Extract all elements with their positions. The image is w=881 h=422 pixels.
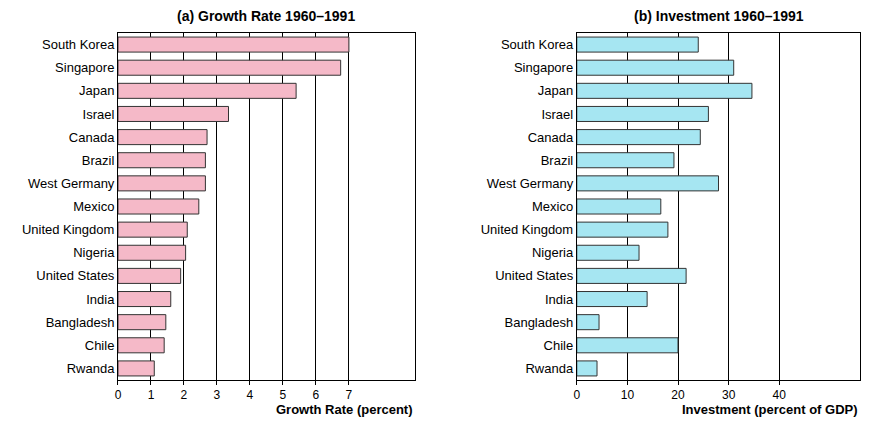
svg-text:West Germany: West Germany [487,176,574,191]
svg-text:30: 30 [722,388,736,402]
svg-text:Israel: Israel [83,107,115,122]
svg-text:10: 10 [621,388,635,402]
svg-text:Chile: Chile [544,338,574,353]
svg-text:Rwanda: Rwanda [525,361,573,376]
svg-text:Israel: Israel [541,107,573,122]
svg-text:South Korea: South Korea [501,37,574,52]
svg-text:United Kingdom: United Kingdom [481,222,574,237]
svg-text:Brazil: Brazil [541,153,574,168]
svg-text:3: 3 [214,388,221,402]
svg-text:India: India [86,292,115,307]
svg-text:West Germany: West Germany [28,176,115,191]
svg-text:Nigeria: Nigeria [532,245,574,260]
svg-text:0: 0 [573,388,580,402]
svg-text:2: 2 [181,388,188,402]
svg-text:Singapore: Singapore [514,60,573,75]
svg-text:(a) Growth Rate 1960–1991: (a) Growth Rate 1960–1991 [177,8,355,24]
svg-text:India: India [545,292,574,307]
svg-text:Growth Rate (percent): Growth Rate (percent) [276,402,413,417]
svg-text:Mexico: Mexico [73,199,114,214]
svg-text:South Korea: South Korea [42,37,115,52]
svg-text:Nigeria: Nigeria [73,245,115,260]
svg-text:40: 40 [773,388,787,402]
svg-text:United States: United States [36,268,115,283]
svg-text:Japan: Japan [538,83,573,98]
svg-text:Bangladesh: Bangladesh [505,315,574,330]
svg-text:United Kingdom: United Kingdom [22,222,115,237]
svg-text:7: 7 [346,388,353,402]
svg-text:Canada: Canada [69,130,115,145]
svg-text:5: 5 [280,388,287,402]
svg-text:Chile: Chile [85,338,115,353]
svg-text:6: 6 [313,388,320,402]
svg-text:Mexico: Mexico [532,199,573,214]
svg-text:Investment (percent of GDP): Investment (percent of GDP) [682,402,858,417]
svg-text:Singapore: Singapore [55,60,114,75]
svg-text:4: 4 [247,388,254,402]
svg-text:Rwanda: Rwanda [67,361,115,376]
svg-text:1: 1 [148,388,155,402]
svg-text:United States: United States [495,268,574,283]
svg-text:(b) Investment 1960–1991: (b) Investment 1960–1991 [634,8,804,24]
svg-text:Japan: Japan [79,83,114,98]
svg-text:Bangladesh: Bangladesh [46,315,115,330]
svg-text:Brazil: Brazil [82,153,115,168]
svg-text:Canada: Canada [528,130,574,145]
svg-text:20: 20 [671,388,685,402]
svg-text:0: 0 [115,388,122,402]
